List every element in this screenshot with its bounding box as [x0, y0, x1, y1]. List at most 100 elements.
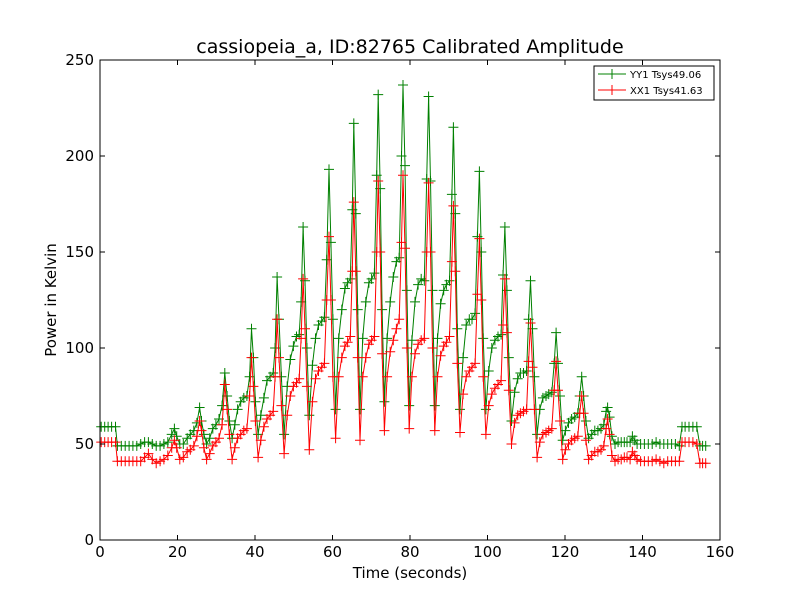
data-point	[452, 358, 463, 369]
data-point	[398, 80, 408, 90]
data-point	[521, 366, 532, 376]
data-point	[333, 371, 344, 382]
data-point	[529, 371, 540, 382]
data-point	[298, 273, 309, 284]
data-point	[298, 222, 309, 232]
data-point	[410, 348, 420, 359]
data-point	[204, 448, 215, 459]
data-point	[400, 243, 410, 254]
data-point	[357, 333, 368, 344]
data-point	[553, 358, 563, 369]
data-point	[446, 256, 457, 267]
data-point	[224, 429, 235, 440]
data-point	[523, 356, 534, 367]
data-point	[330, 404, 341, 415]
data-point	[350, 266, 361, 277]
data-point	[476, 295, 487, 305]
data-point	[444, 275, 455, 286]
data-point	[274, 352, 284, 363]
data-point	[394, 252, 405, 263]
data-point	[371, 170, 382, 181]
data-point	[509, 387, 520, 398]
data-point	[385, 296, 396, 307]
y-tick-label: 150	[65, 243, 94, 261]
data-point	[285, 391, 296, 401]
data-point	[373, 89, 384, 100]
data-point	[534, 437, 545, 448]
data-point	[369, 268, 380, 279]
data-point	[625, 437, 636, 448]
data-point	[143, 448, 154, 459]
data-point	[224, 416, 235, 426]
data-point	[483, 366, 494, 376]
data-point	[377, 348, 388, 359]
chart-title: cassiopeia_a, ID:82765 Calibrated Amplit…	[196, 36, 623, 58]
data-point	[327, 314, 338, 325]
data-point	[498, 270, 508, 280]
data-point	[429, 425, 440, 436]
data-point	[214, 433, 224, 444]
legend-marker-xx1	[607, 85, 617, 95]
data-point	[455, 404, 465, 415]
data-point	[268, 406, 279, 417]
data-point	[319, 312, 330, 323]
data-point	[250, 416, 261, 426]
data-point	[483, 400, 494, 411]
legend-label-yy1: YY1 Tsys49.06	[629, 70, 701, 81]
data-point	[629, 450, 640, 461]
data-point	[253, 452, 264, 463]
data-point	[301, 381, 312, 392]
data-point	[398, 170, 408, 181]
data-point	[458, 389, 469, 400]
data-point	[498, 320, 508, 330]
data-point	[377, 304, 388, 315]
data-point	[529, 404, 540, 415]
data-point	[474, 166, 485, 177]
data-point	[310, 373, 321, 384]
data-point	[227, 454, 238, 465]
data-point	[546, 423, 557, 434]
data-point	[307, 396, 318, 407]
data-point	[446, 189, 457, 200]
data-point	[401, 343, 412, 353]
data-point	[551, 356, 562, 367]
ticks-layer: 0 20 40 60 80 100 120 140 160 0 50 100 150 200 250	[65, 51, 734, 561]
data-point	[336, 304, 347, 315]
data-point	[135, 456, 146, 467]
data-point	[360, 296, 371, 307]
data-point	[496, 329, 507, 340]
x-tick-label: 80	[400, 543, 419, 561]
data-point	[388, 272, 399, 282]
data-point	[388, 335, 399, 346]
legend-marker-yy1	[607, 69, 617, 79]
data-point	[604, 412, 615, 423]
data-point	[300, 323, 310, 334]
data-point	[501, 327, 512, 338]
data-point	[229, 419, 240, 430]
legend: YY1 Tsys49.06 XX1 Tsys41.63	[593, 65, 715, 101]
data-point	[288, 341, 299, 352]
data-point	[272, 314, 283, 325]
data-point	[687, 437, 698, 448]
y-tick-label: 200	[65, 147, 94, 165]
data-point	[169, 435, 180, 446]
data-point	[458, 352, 469, 363]
data-point	[355, 435, 365, 446]
data-point	[525, 318, 536, 328]
data-point	[255, 410, 266, 421]
data-point	[310, 333, 321, 344]
data-point	[461, 320, 472, 330]
x-axis-label: Time (seconds)	[352, 564, 468, 582]
data-point	[432, 333, 443, 344]
data-point	[541, 391, 551, 401]
data-point	[450, 266, 461, 277]
data-point	[606, 431, 617, 442]
data-point	[394, 314, 405, 325]
data-point	[478, 333, 489, 344]
data-point	[435, 298, 446, 309]
data-point	[279, 448, 290, 459]
data-point	[324, 164, 334, 175]
data-point	[406, 371, 417, 382]
data-point	[330, 433, 341, 444]
data-point	[250, 396, 261, 407]
